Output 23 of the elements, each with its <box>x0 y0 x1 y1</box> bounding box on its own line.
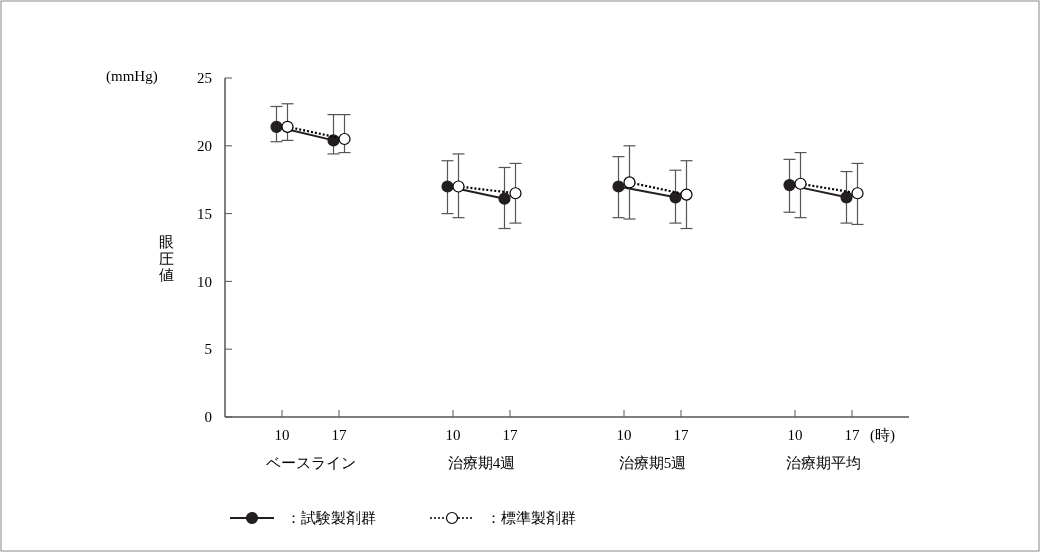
x-axis-title: (時) <box>870 427 895 444</box>
x-tick-label: 10 <box>445 427 461 443</box>
text: 治療期4週 <box>447 455 516 471</box>
y-tick-label: 20 <box>197 138 212 155</box>
y-tick-label: 5 <box>204 341 212 358</box>
legend-label: ：試験製剤群 <box>286 510 376 527</box>
text: ベースライン <box>265 455 356 471</box>
x-tick-label: 17 <box>502 427 518 443</box>
x-tick-label: 10 <box>787 427 803 443</box>
legend-label: ：標準製剤群 <box>486 510 576 527</box>
x-tick-label: 17 <box>331 427 347 443</box>
y-tick-label: 15 <box>197 205 212 222</box>
y-tick-label: 25 <box>197 70 212 87</box>
y-axis-title: 眼圧値 <box>158 234 174 283</box>
text: (mmHg) <box>106 68 158 85</box>
y-tick-label: 10 <box>197 273 212 290</box>
y-tick-label: 0 <box>204 409 212 426</box>
text: 治療期5週 <box>618 455 687 471</box>
x-tick-label: 10 <box>616 427 632 443</box>
x-tick-label: 10 <box>274 427 290 443</box>
text: 治療期平均 <box>786 455 861 471</box>
x-tick-label: 17 <box>673 427 689 443</box>
x-tick-label: 17 <box>844 427 860 443</box>
